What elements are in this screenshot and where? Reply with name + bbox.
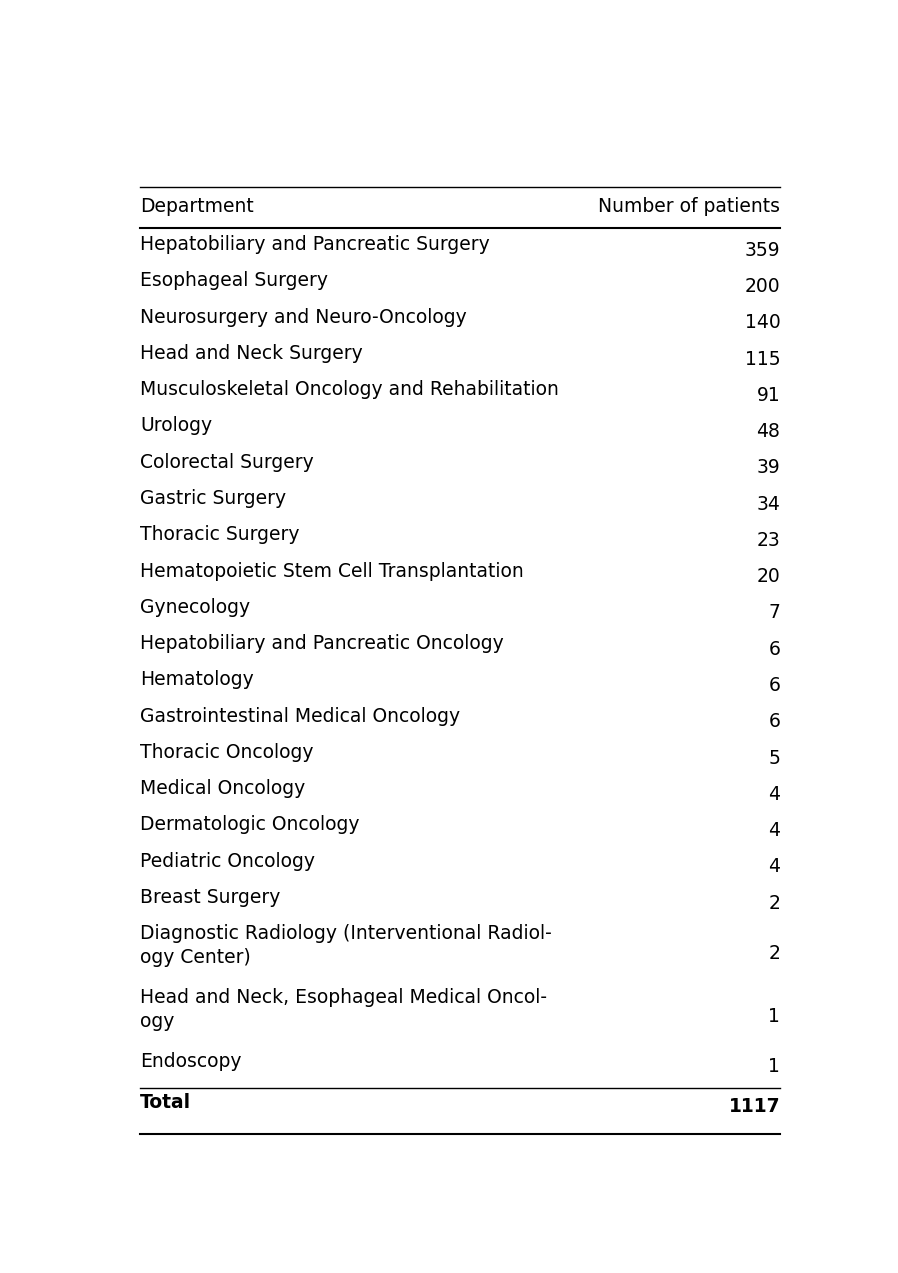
Text: Urology: Urology — [140, 416, 212, 435]
Text: 4: 4 — [769, 821, 780, 840]
Text: 4: 4 — [769, 857, 780, 876]
Text: 39: 39 — [757, 458, 780, 477]
Text: Gastric Surgery: Gastric Surgery — [140, 489, 286, 508]
Text: 6: 6 — [769, 713, 780, 731]
Text: Department: Department — [140, 197, 254, 216]
Text: 6: 6 — [769, 676, 780, 695]
Text: 7: 7 — [769, 603, 780, 622]
Text: Hepatobiliary and Pancreatic Surgery: Hepatobiliary and Pancreatic Surgery — [140, 236, 489, 255]
Text: Head and Neck, Esophageal Medical Oncol-
ogy: Head and Neck, Esophageal Medical Oncol-… — [140, 988, 547, 1031]
Text: 48: 48 — [756, 423, 780, 442]
Text: 1: 1 — [769, 1058, 780, 1076]
Text: 4: 4 — [769, 785, 780, 803]
Text: Neurosurgery and Neuro-Oncology: Neurosurgery and Neuro-Oncology — [140, 308, 467, 327]
Text: 359: 359 — [744, 241, 780, 260]
Text: 6: 6 — [769, 640, 780, 658]
Text: Hepatobiliary and Pancreatic Oncology: Hepatobiliary and Pancreatic Oncology — [140, 634, 504, 653]
Text: Gynecology: Gynecology — [140, 598, 251, 617]
Text: Pediatric Oncology: Pediatric Oncology — [140, 852, 315, 871]
Text: 200: 200 — [744, 278, 780, 297]
Text: 23: 23 — [757, 531, 780, 550]
Text: 5: 5 — [769, 749, 780, 768]
Text: Head and Neck Surgery: Head and Neck Surgery — [140, 344, 363, 363]
Text: 115: 115 — [744, 350, 780, 369]
Text: Diagnostic Radiology (Interventional Radiol-
ogy Center): Diagnostic Radiology (Interventional Rad… — [140, 924, 552, 967]
Text: Breast Surgery: Breast Surgery — [140, 889, 280, 906]
Text: Gastrointestinal Medical Oncology: Gastrointestinal Medical Oncology — [140, 707, 460, 726]
Text: 1117: 1117 — [729, 1096, 780, 1115]
Text: Medical Oncology: Medical Oncology — [140, 779, 305, 798]
Text: Thoracic Surgery: Thoracic Surgery — [140, 526, 300, 545]
Text: Dermatologic Oncology: Dermatologic Oncology — [140, 816, 359, 834]
Text: Colorectal Surgery: Colorectal Surgery — [140, 453, 313, 472]
Text: 20: 20 — [757, 568, 780, 586]
Text: 91: 91 — [757, 386, 780, 405]
Text: 140: 140 — [744, 313, 780, 332]
Text: Musculoskeletal Oncology and Rehabilitation: Musculoskeletal Oncology and Rehabilitat… — [140, 381, 559, 400]
Text: 1: 1 — [769, 1007, 780, 1026]
Text: Thoracic Oncology: Thoracic Oncology — [140, 743, 313, 761]
Text: 34: 34 — [756, 495, 780, 514]
Text: 2: 2 — [769, 943, 780, 962]
Text: Endoscopy: Endoscopy — [140, 1051, 242, 1071]
Text: Hematopoietic Stem Cell Transplantation: Hematopoietic Stem Cell Transplantation — [140, 561, 524, 580]
Text: Esophageal Surgery: Esophageal Surgery — [140, 271, 328, 290]
Text: Number of patients: Number of patients — [598, 197, 780, 216]
Text: Total: Total — [140, 1092, 191, 1111]
Text: Hematology: Hematology — [140, 671, 254, 689]
Text: 2: 2 — [769, 894, 780, 913]
